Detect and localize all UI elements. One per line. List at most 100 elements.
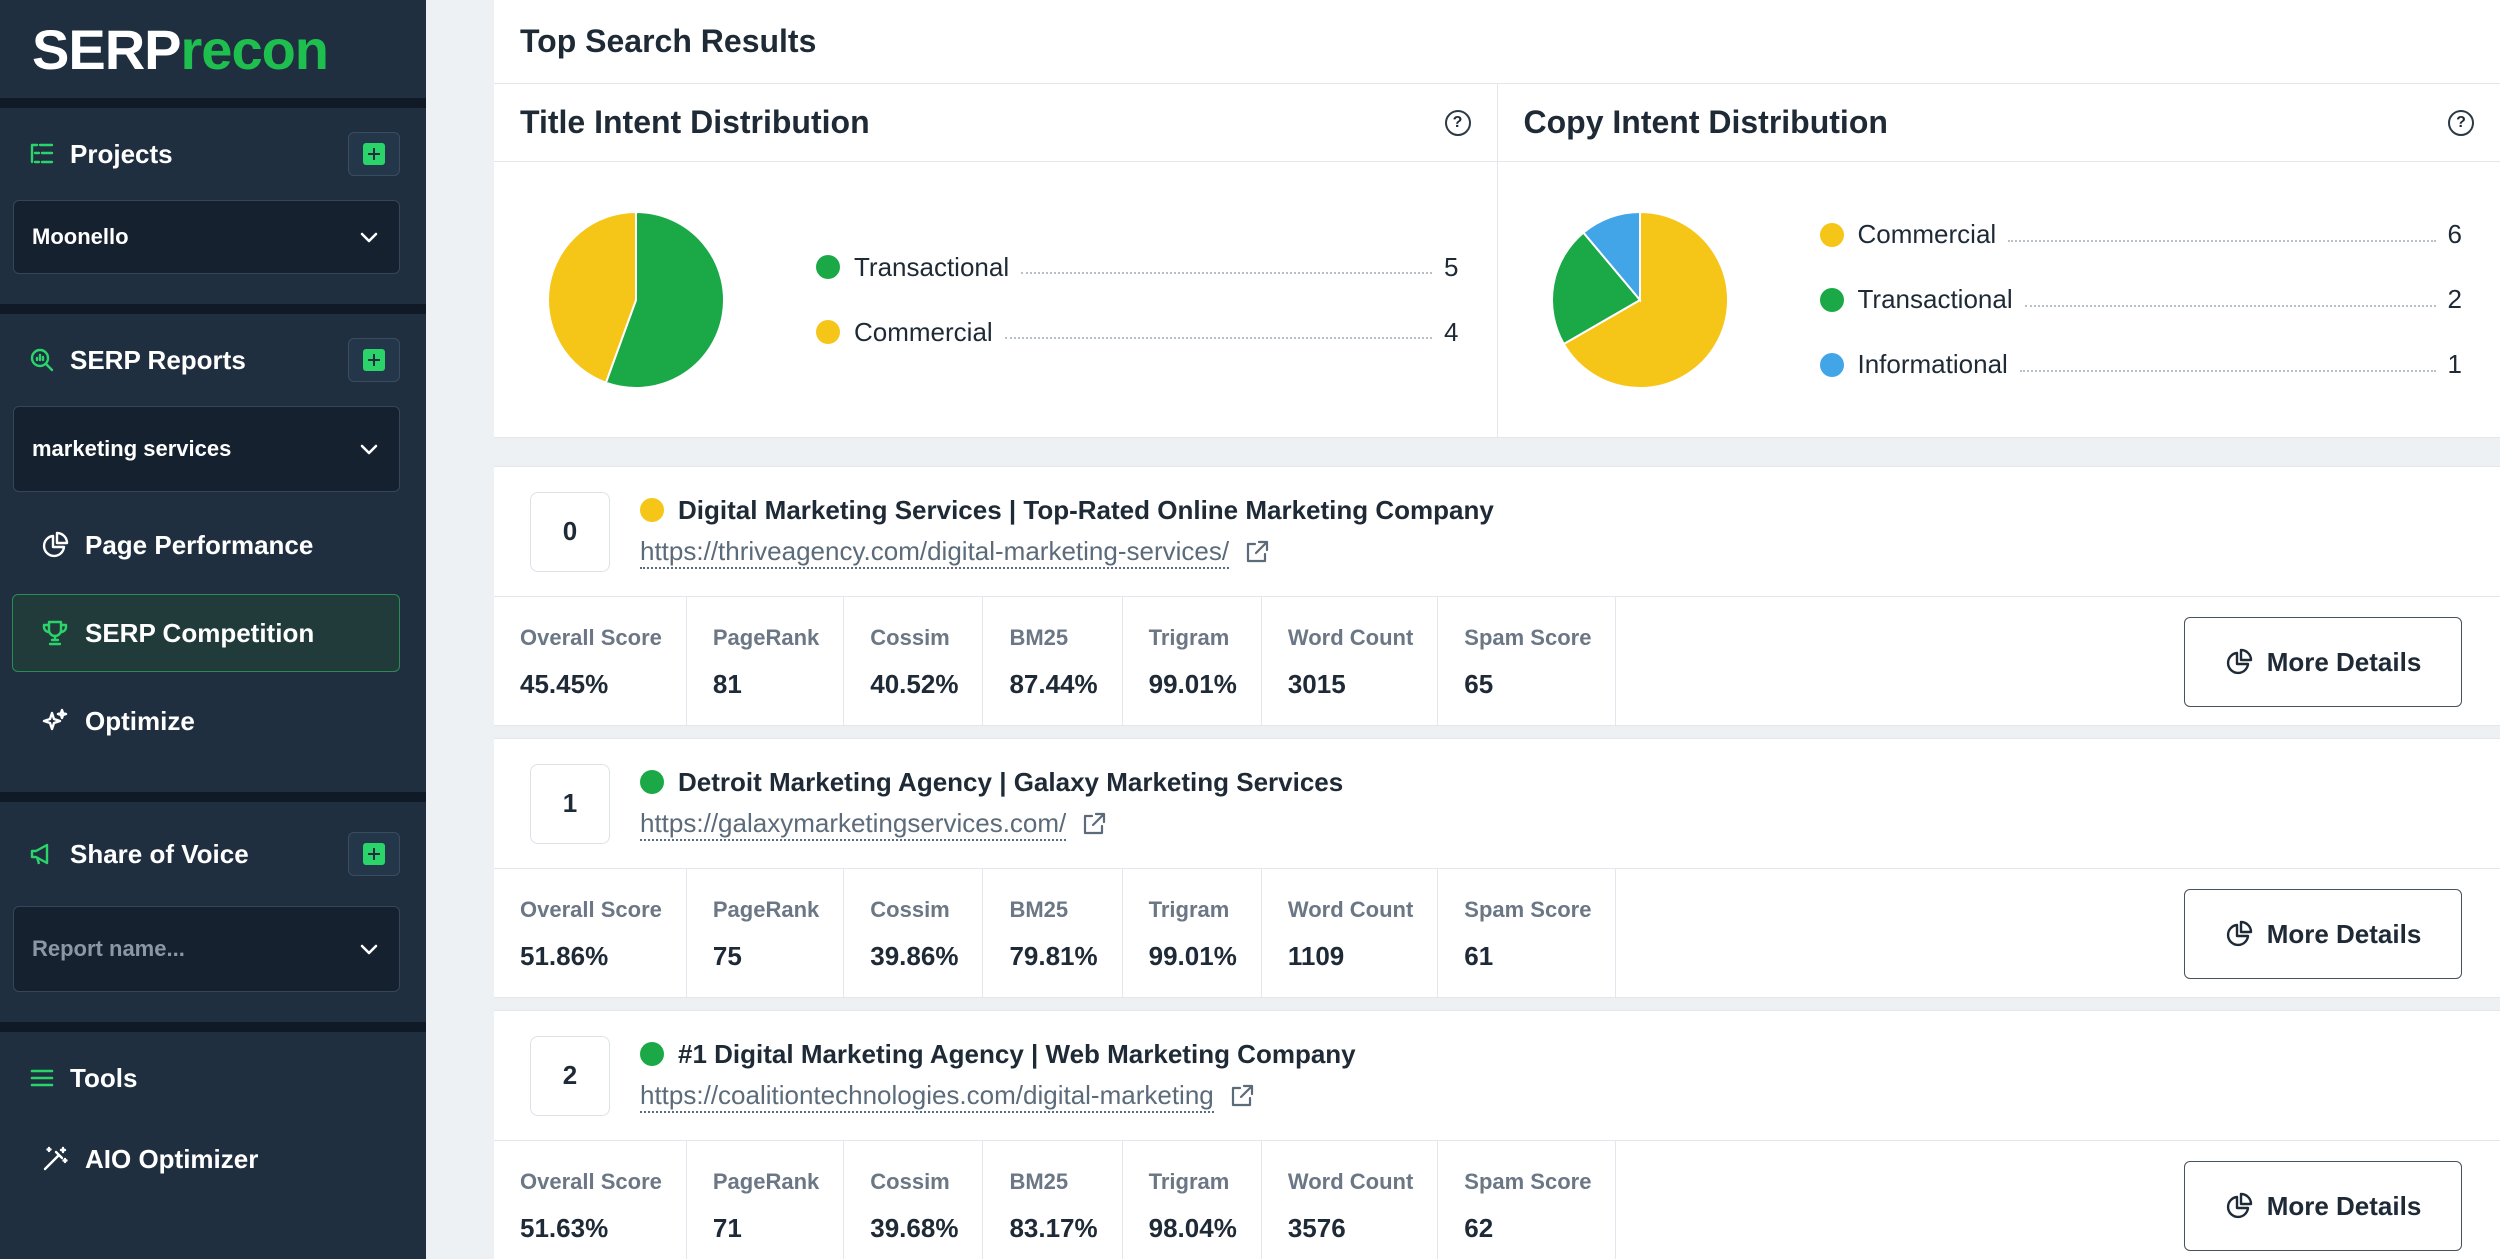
- nav-label: Optimize: [85, 705, 195, 736]
- divider: [0, 304, 426, 314]
- metric-cossim: Cossim 40.52%: [844, 597, 984, 725]
- project-select[interactable]: Moonello: [13, 200, 400, 274]
- result-url-link[interactable]: https://galaxymarketingservices.com/: [640, 808, 1067, 841]
- metric-pagerank: PageRank 71: [687, 1141, 845, 1259]
- projects-title: Projects: [70, 138, 173, 169]
- transactional-dot: [816, 255, 840, 279]
- more-details-button[interactable]: More Details: [2184, 1161, 2462, 1251]
- rank-badge: 2: [530, 1035, 610, 1116]
- legend-item-commercial: Commercial 6: [1819, 202, 2462, 267]
- intent-distribution-row: Title Intent Distribution ? Transactiona…: [494, 84, 2500, 438]
- rank-badge: 0: [530, 491, 610, 572]
- metric-word-count: Word Count 1109: [1262, 869, 1439, 997]
- pie-slice-transactional: [604, 210, 725, 389]
- copy-intent-heading: Copy Intent Distribution: [1523, 104, 1888, 140]
- informational-dot: [1819, 352, 1844, 377]
- result-url-link[interactable]: https://thriveagency.com/digital-marketi…: [640, 536, 1230, 569]
- metric-trigram: Trigram 98.04%: [1123, 1141, 1262, 1259]
- intent-dot: [640, 1042, 664, 1066]
- main-content: Top Search Results Title Intent Distribu…: [494, 0, 2500, 1259]
- plus-icon: [363, 143, 385, 165]
- tools-header: Tools: [0, 1032, 426, 1124]
- more-details-button[interactable]: More Details: [2184, 889, 2462, 979]
- tools-title: Tools: [70, 1062, 138, 1093]
- pie-slice-commercial: [1561, 210, 1729, 389]
- metric-trigram: Trigram 99.01%: [1123, 597, 1262, 725]
- legend-item-commercial: Commercial 4: [816, 300, 1459, 365]
- list-tree-icon: [28, 140, 56, 168]
- serp-report-select[interactable]: marketing services: [13, 406, 400, 492]
- share-of-voice-header: Share of Voice: [0, 802, 426, 906]
- chevron-down-icon: [360, 944, 378, 955]
- result-title: #1 Digital Marketing Agency | Web Market…: [678, 1038, 1356, 1069]
- legend-value: 6: [2447, 219, 2462, 249]
- dotted-leader: [2024, 293, 2436, 307]
- legend-value: 5: [1444, 251, 1459, 282]
- help-icon[interactable]: ?: [2448, 109, 2474, 136]
- commercial-dot: [816, 320, 840, 344]
- chevron-down-icon: [360, 232, 378, 243]
- legend-label: Informational: [1857, 349, 2008, 379]
- external-link-icon[interactable]: [1080, 810, 1108, 838]
- nav-serp-competition[interactable]: SERP Competition: [12, 594, 400, 672]
- search-chart-icon: [28, 346, 56, 374]
- serp-reports-title: SERP Reports: [70, 344, 246, 375]
- result-metrics: Overall Score 51.86% PageRank 75 Cossim 39.…: [494, 869, 2500, 997]
- legend-value: 4: [1444, 316, 1459, 347]
- share-of-voice-title: Share of Voice: [70, 838, 249, 869]
- nav-page-performance[interactable]: Page Performance: [12, 506, 400, 584]
- trophy-icon: [41, 619, 69, 647]
- dotted-leader: [2008, 228, 2436, 242]
- serp-reports-header: SERP Reports: [0, 314, 426, 406]
- add-serp-report-button[interactable]: [348, 338, 400, 382]
- pie-slice-commercial: [547, 210, 637, 384]
- more-details-label: More Details: [2266, 918, 2422, 949]
- share-of-voice-select[interactable]: Report name...: [13, 906, 400, 992]
- add-share-of-voice-button[interactable]: [348, 832, 400, 876]
- copy-intent-pie-chart: [1550, 210, 1729, 389]
- magic-wand-icon: [41, 1145, 69, 1173]
- copy-intent-distribution: Copy Intent Distribution ? Commercial 6 …: [1496, 84, 2500, 437]
- more-details-label: More Details: [2266, 1190, 2422, 1221]
- metric-cossim: Cossim 39.68%: [844, 1141, 984, 1259]
- sidebar: SERP recon Projects Moonello SERP Reports…: [0, 0, 426, 1259]
- pie-chart-icon: [2226, 1192, 2252, 1219]
- external-link-icon[interactable]: [1228, 1082, 1256, 1110]
- legend-item-informational: Informational 1: [1819, 332, 2462, 397]
- commercial-dot: [1819, 222, 1844, 247]
- legend-value: 1: [2447, 349, 2462, 379]
- dotted-leader: [1004, 325, 1433, 339]
- help-icon[interactable]: ?: [1444, 109, 1471, 136]
- external-link-icon[interactable]: [1243, 538, 1271, 566]
- metric-word-count: Word Count 3576: [1262, 1141, 1439, 1259]
- search-result-card: 0 Digital Marketing Services | Top-Rated…: [494, 466, 2500, 726]
- intent-dot: [640, 770, 664, 794]
- project-select-value: Moonello: [32, 224, 129, 249]
- nav-aio-optimizer[interactable]: AIO Optimizer: [12, 1124, 400, 1194]
- title-intent-heading: Title Intent Distribution: [520, 104, 870, 140]
- pie-slice-transactional: [1550, 230, 1642, 345]
- copy-intent-legend: Commercial 6 Transactional 2 Information…: [1819, 202, 2462, 397]
- metric-overall-score: Overall Score 51.86%: [494, 869, 687, 997]
- nav-optimize[interactable]: Optimize: [12, 682, 400, 760]
- title-intent-pie-chart: [547, 210, 725, 389]
- logo-text-recon: recon: [180, 17, 329, 81]
- add-project-button[interactable]: [348, 132, 400, 176]
- search-result-card: 2 #1 Digital Marketing Agency | Web Mark…: [494, 1010, 2500, 1259]
- metric-overall-score: Overall Score 45.45%: [494, 597, 687, 725]
- transactional-dot: [1819, 287, 1844, 312]
- legend-label: Transactional: [1857, 284, 2013, 314]
- intent-dot: [640, 498, 664, 522]
- result-url-link[interactable]: https://coalitiontechnologies.com/digita…: [640, 1080, 1214, 1113]
- metric-pagerank: PageRank 81: [687, 597, 845, 725]
- logo-text-serp: SERP: [32, 17, 181, 81]
- menu-icon: [28, 1064, 56, 1092]
- serp-report-select-value: marketing services: [32, 436, 232, 461]
- serprecon-logo[interactable]: SERP recon: [0, 0, 426, 98]
- dotted-leader: [2019, 358, 2436, 372]
- page-title: Top Search Results: [494, 0, 2500, 84]
- result-title: Detroit Marketing Agency | Galaxy Market…: [678, 766, 1344, 797]
- metric-word-count: Word Count 3015: [1262, 597, 1439, 725]
- more-details-button[interactable]: More Details: [2184, 617, 2462, 707]
- share-of-voice-placeholder: Report name...: [32, 936, 185, 961]
